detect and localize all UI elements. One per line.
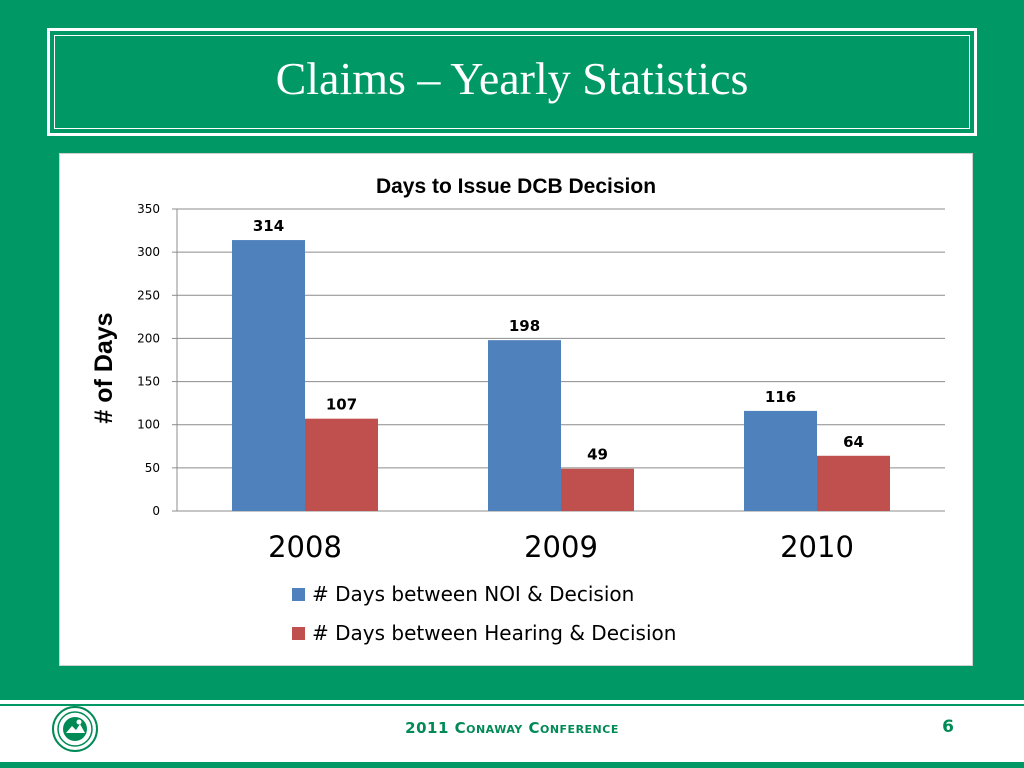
noi-bar: [744, 410, 817, 511]
legend-label: # Days between Hearing & Decision: [312, 621, 676, 645]
y-tick-label: 0: [152, 504, 160, 518]
chart-title: Days to Issue DCB Decision: [376, 175, 656, 198]
hearing-bar: [305, 418, 378, 511]
data-label: 49: [587, 446, 608, 464]
state-seal-icon: [52, 706, 98, 752]
data-label: 64: [843, 433, 864, 451]
chart-panel: Days to Issue DCB Decision 0 50 100 150 200 25…: [59, 153, 973, 666]
page-number: 6: [942, 717, 954, 737]
title-frame: Claims – Yearly Statistics: [47, 28, 977, 136]
y-tick-label: 100: [137, 418, 160, 432]
hearing-bar: [817, 455, 890, 511]
legend-swatch: [292, 627, 305, 640]
y-tick-label: 150: [137, 375, 160, 389]
y-tick-label: 200: [137, 331, 160, 345]
footer: 2011 Conaway Conference 6: [0, 700, 1024, 762]
data-label: 116: [765, 388, 796, 406]
y-tick-label: 300: [137, 245, 160, 259]
footer-conference-name: 2011 Conaway Conference: [405, 719, 619, 737]
legend-swatch: [292, 588, 305, 601]
y-tick-label: 350: [137, 202, 160, 216]
bottom-band: [0, 762, 1024, 768]
title-inner-frame: Claims – Yearly Statistics: [54, 35, 970, 129]
y-axis-label: # of Days: [90, 312, 118, 423]
noi-bar: [488, 340, 561, 511]
footer-rule: [0, 704, 1024, 706]
data-label: 314: [253, 217, 284, 235]
legend-label: # Days between NOI & Decision: [312, 582, 634, 606]
x-category-label: 2010: [780, 530, 854, 564]
data-label: 198: [509, 317, 540, 335]
y-tick-label: 50: [145, 461, 160, 475]
y-tick-label: 250: [137, 288, 160, 302]
x-category-label: 2009: [524, 530, 598, 564]
data-label: 107: [326, 396, 357, 414]
x-category-label: 2008: [268, 530, 342, 564]
hearing-bar: [561, 468, 634, 511]
slide-title: Claims – Yearly Statistics: [275, 52, 749, 104]
bar-chart: Days to Issue DCB Decision 0 50 100 150 200 25…: [90, 175, 945, 645]
noi-bar: [232, 240, 305, 511]
